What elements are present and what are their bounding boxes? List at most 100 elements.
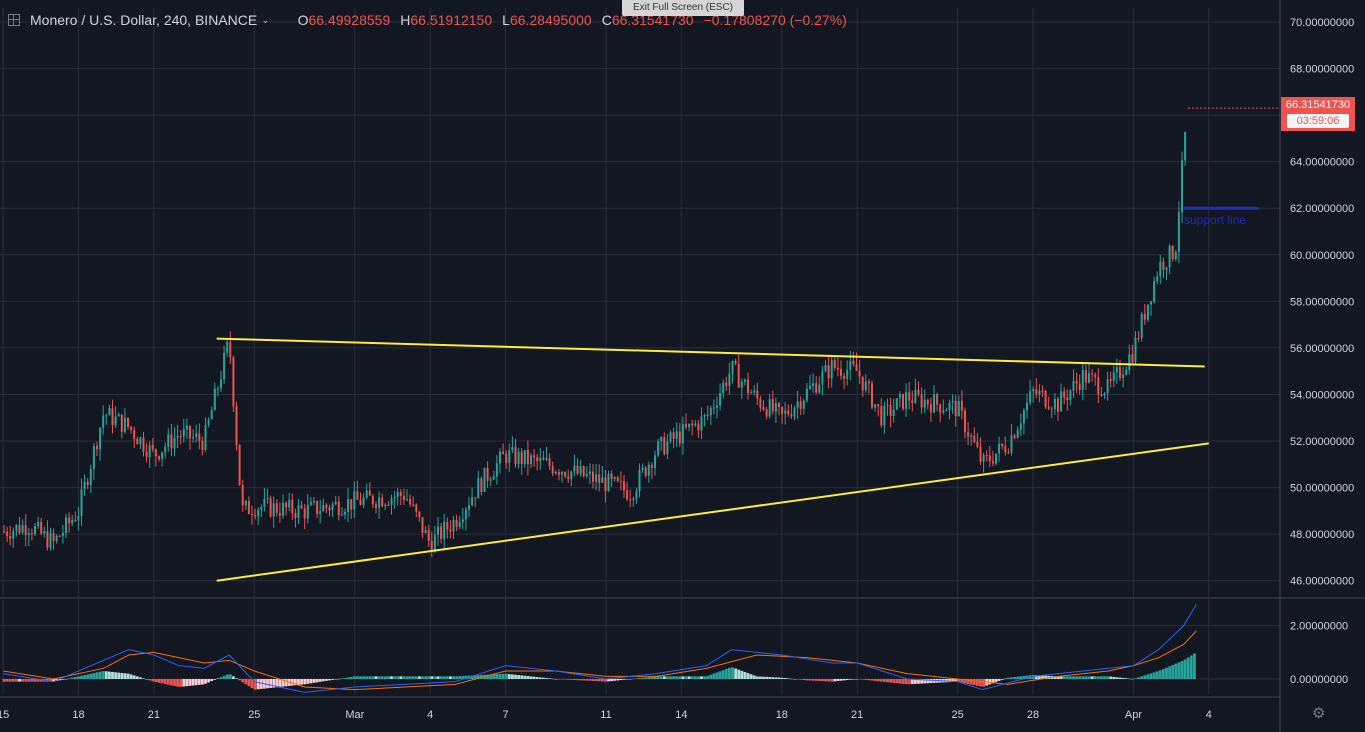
histogram-bar (269, 679, 272, 688)
candle-down (418, 511, 421, 518)
time-tick-label: 14 (675, 709, 687, 721)
candle-down (771, 399, 774, 412)
candle-down (359, 499, 362, 505)
histogram-bar (712, 673, 716, 679)
candle-up (1010, 435, 1013, 453)
histogram-bar (114, 672, 117, 679)
candle-up (607, 473, 610, 492)
candle-up (753, 390, 756, 393)
candle-down (985, 455, 988, 457)
chevron-down-icon[interactable]: ⌄ (261, 14, 270, 26)
histogram-bar (210, 679, 214, 682)
candle-up (654, 455, 656, 468)
histogram-bar (1134, 678, 1137, 679)
candle-up (288, 499, 291, 508)
candle-up (92, 445, 95, 469)
candle-down (58, 535, 61, 537)
candle-up (37, 521, 40, 527)
candle-up (12, 530, 15, 539)
candle-down (1119, 367, 1121, 378)
histogram-bar (253, 679, 257, 690)
histogram-bar (1112, 676, 1116, 679)
time-tick-label: 18 (72, 709, 84, 721)
close-label: C (601, 12, 612, 28)
candle-down (964, 410, 966, 433)
candle-down (120, 414, 123, 432)
histogram-bar (318, 679, 322, 682)
histogram-bar (170, 679, 173, 686)
time-tick-label: 18 (776, 709, 788, 721)
histogram-bar (594, 679, 598, 682)
histogram-bar (30, 679, 34, 682)
histogram-bar (501, 673, 505, 679)
candle-down (1109, 379, 1112, 381)
candle-down (285, 502, 288, 508)
exit-full-screen-button[interactable]: Exit Full Screen (ESC) (622, 0, 744, 16)
histogram-bar (827, 679, 830, 682)
candle-up (263, 499, 266, 508)
candle-down (325, 504, 328, 508)
histogram-bar (455, 676, 458, 679)
candle-up (61, 532, 64, 537)
candle-up (458, 522, 461, 527)
histogram-bar (123, 673, 127, 679)
candle-up (102, 415, 105, 428)
candle-up (995, 453, 997, 464)
histogram-bar (1174, 663, 1178, 679)
histogram-bar (315, 679, 319, 683)
histogram-bar (387, 676, 390, 679)
histogram-bar (436, 676, 440, 679)
candle-down (533, 455, 536, 458)
candle-up (688, 423, 691, 428)
histogram-bar (266, 679, 269, 689)
histogram-bar (39, 679, 43, 682)
histogram-bar (1193, 653, 1196, 679)
candle-down (551, 465, 554, 474)
histogram-bar (334, 679, 338, 680)
histogram-bar (659, 676, 663, 679)
candle-up (105, 415, 108, 417)
gear-icon[interactable]: ⚙ (1312, 705, 1326, 722)
histogram-bar (1069, 676, 1072, 679)
candle-up (957, 400, 960, 417)
candle-down (1013, 435, 1016, 438)
candle-up (774, 403, 777, 412)
histogram-bar (300, 679, 303, 685)
open-value: 66.49928559 (308, 12, 391, 28)
candle-up (647, 464, 650, 476)
candle-down (1007, 452, 1010, 454)
candle-down (592, 471, 594, 482)
time-tick-label: Mar (345, 709, 364, 721)
plus-square-icon[interactable] (8, 14, 20, 26)
histogram-bar (690, 676, 694, 679)
candle-up (1072, 380, 1075, 391)
candle-up (1125, 369, 1128, 375)
candle-up (1122, 374, 1125, 378)
symbol-title[interactable]: Monero / U.S. Dollar, 240, BINANCE (30, 12, 258, 28)
histogram-bar (728, 667, 731, 679)
histogram-bar (721, 670, 725, 679)
histogram-bar (1146, 674, 1150, 679)
candle-down (787, 410, 790, 415)
candle-down (269, 498, 272, 517)
histogram-bar (1096, 676, 1100, 679)
histogram-bar (306, 679, 310, 684)
histogram-bar (232, 676, 235, 679)
candle-up (244, 500, 247, 506)
candle-down (1057, 398, 1059, 412)
candle-down (790, 414, 793, 417)
candle-up (27, 533, 30, 535)
histogram-bar (2, 679, 6, 682)
candle-down (871, 383, 873, 408)
candle-up (489, 479, 492, 481)
low-value: 66.28495000 (509, 12, 592, 28)
histogram-bar (1075, 676, 1078, 679)
candle-up (313, 500, 315, 503)
price-tick-label: 46.00000000 (1290, 576, 1354, 588)
histogram-bar (108, 671, 111, 679)
histogram-bar (83, 675, 86, 679)
histogram-bar (762, 676, 765, 679)
histogram-bar (802, 679, 806, 681)
histogram-bar (864, 679, 868, 680)
